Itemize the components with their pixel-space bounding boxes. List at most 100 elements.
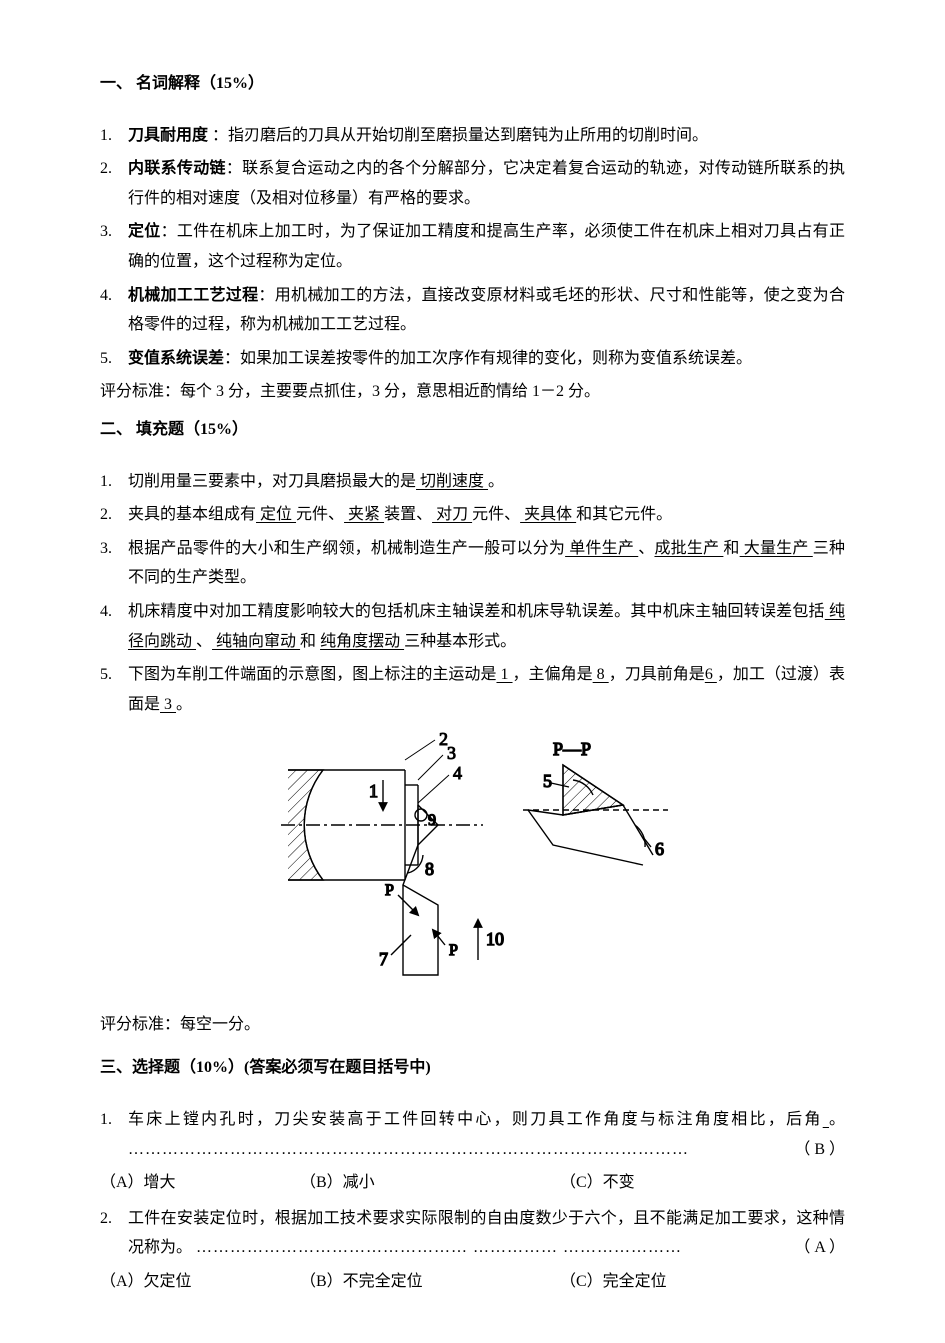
diagram-label-PP: P—P: [553, 739, 591, 759]
s1-item-4: 4. 机械加工工艺过程：用机械加工的方法，直接改变原材料或毛坯的形状、尺寸和性能…: [100, 281, 845, 340]
s1-item-3: 3. 定位：工件在机床上加工时，为了保证加工精度和提高生产率，必须使工件在机床上…: [100, 217, 845, 276]
s2i2p2: 元件、: [296, 506, 344, 523]
s3i2-leader: ………………………………………… …………… …………………: [196, 1239, 682, 1256]
s2-item-2: 2. 夹具的基本组成有 定位 元件、 夹紧 装置、 对刀 元件、 夹具体 和其它…: [100, 500, 845, 530]
s1-body-2: 内联系传动链：联系复合运动之内的各个分解部分，它决定着复合运动的轨迹，对传动链所…: [128, 154, 845, 213]
s1-body-5: 变值系统误差：如果加工误差按零件的加工次序作有规律的变化，则称为变值系统误差。: [128, 344, 845, 374]
s2i5p5: 6: [705, 666, 717, 683]
s1-term-4: 机械加工工艺过程: [128, 287, 258, 304]
s1-sep-1: ：: [208, 127, 228, 144]
s2-item-4: 4. 机床精度中对加工精度影响较大的包括机床主轴误差和机床导轨误差。其中机床主轴…: [100, 597, 845, 656]
s2-item-5: 5. 下图为车削工件端面的示意图，图上标注的主运动是 1 ，主偏角是 8 ，刀具…: [100, 660, 845, 719]
s2i4p4: 和: [300, 633, 320, 650]
s3i2-opt-a: （A）欠定位: [100, 1267, 300, 1297]
s1-num-3: 3.: [100, 217, 128, 247]
s3i2-answer: （ A ）: [794, 1233, 845, 1263]
s2i4p5: 纯角度摆动: [320, 633, 404, 650]
s2i4p6: 三种基本形式。: [404, 633, 516, 650]
s3i1-opt-a: （A）增大: [100, 1168, 300, 1198]
s2-body-3: 根据产品零件的大小和生产纲领，机械制造生产一般可以分为 单件生产 、成批生产 和…: [128, 534, 845, 593]
s2-num-3: 3.: [100, 534, 128, 564]
s3i1-opt-b: （B）减小: [300, 1168, 560, 1198]
s1-def-5: 如果加工误差按零件的加工次序作有规律的变化，则称为变值系统误差。: [240, 350, 752, 367]
s2i3p0: 根据产品零件的大小和生产纲领，机械制造生产一般可以分为: [128, 540, 565, 557]
diagram-label-P-low: P: [385, 882, 394, 899]
s2i3p4: 和: [723, 540, 739, 557]
s3i2-opts: （A）欠定位 （B）不完全定位 （C）完全定位: [100, 1267, 845, 1297]
s1-item-5: 5. 变值系统误差：如果加工误差按零件的加工次序作有规律的变化，则称为变值系统误…: [100, 344, 845, 374]
s1-sep-2: ：: [226, 160, 242, 177]
diagram-label-3: 3: [447, 743, 456, 763]
turning-diagram: 1 2 3 4 8 9 7 P P 10 P—P: [100, 725, 845, 1006]
s2i5p7: 3: [160, 696, 176, 713]
s2i1p2: 。: [488, 473, 504, 490]
s3-body-1: 车床上镗内孔时，刀尖安装高于工件回转中心，则刀具工作角度与标注角度相比，后角 。…: [128, 1105, 845, 1164]
s2i3p1: 单件生产: [565, 540, 638, 557]
s3i2-opt-c: （C）完全定位: [560, 1267, 845, 1297]
diagram-label-6: 6: [655, 839, 664, 859]
s3-item-1: 1. 车床上镗内孔时，刀尖安装高于工件回转中心，则刀具工作角度与标注角度相比，后…: [100, 1105, 845, 1164]
s3-body-2: 工件在安装定位时，根据加工技术要求实际限制的自由度数少于六个，且不能满足加工要求…: [128, 1204, 845, 1263]
s3i1-opts: （A）增大 （B）减小 （C）不变: [100, 1168, 845, 1198]
s2i5p3: 8: [593, 666, 609, 683]
s2i3p2: 、: [638, 540, 654, 557]
diagram-label-P-low2: P: [449, 942, 458, 959]
s2i4p2: 、: [196, 633, 212, 650]
s2i1p1: 切削速度: [416, 473, 488, 490]
diagram-label-4: 4: [453, 763, 462, 783]
s3i1-answer: （ B ）: [794, 1135, 845, 1165]
s1-grading: 评分标准：每个 3 分，主要要点抓住，3 分，意思相近酌情给 1－2 分。: [100, 377, 845, 407]
section1-heading: 一、 名词解释（15%）: [100, 69, 845, 99]
s1-term-1: 刀具耐用度: [128, 127, 208, 144]
s2i4p3: 纯轴向窜动: [212, 633, 300, 650]
s1-num-1: 1.: [100, 121, 128, 151]
s1-sep-4: ：: [258, 287, 274, 304]
s2i1p0: 切削用量三要素中，对刀具磨损最大的是: [128, 473, 416, 490]
s2-body-5: 下图为车削工件端面的示意图，图上标注的主运动是 1 ，主偏角是 8 ，刀具前角是…: [128, 660, 845, 719]
s2-grading: 评分标准：每空一分。: [100, 1010, 845, 1040]
s2-num-4: 4.: [100, 597, 128, 627]
s2i2p7: 夹具体: [520, 506, 576, 523]
s1-body-3: 定位：工件在机床上加工时，为了保证加工精度和提高生产率，必须使工件在机床上相对刀…: [128, 217, 845, 276]
s2i3p5: 大量生产: [740, 540, 813, 557]
s2-num-2: 2.: [100, 500, 128, 530]
s1-item-2: 2. 内联系传动链：联系复合运动之内的各个分解部分，它决定着复合运动的轨迹，对传…: [100, 154, 845, 213]
s1-body-1: 刀具耐用度 ：指刃磨后的刀具从开始切削至磨损量达到磨钝为止所用的切削时间。: [128, 121, 845, 151]
s3i1-leader: ………………………………………………………………………………………: [128, 1141, 689, 1158]
s2-item-3: 3. 根据产品零件的大小和生产纲领，机械制造生产一般可以分为 单件生产 、成批生…: [100, 534, 845, 593]
s1-sep-3: ：: [161, 223, 177, 240]
s1-item-1: 1. 刀具耐用度 ：指刃磨后的刀具从开始切削至磨损量达到磨钝为止所用的切削时间。: [100, 121, 845, 151]
s1-num-4: 4.: [100, 281, 128, 311]
diagram-label-8: 8: [425, 859, 434, 879]
diagram-label-10: 10: [486, 929, 504, 949]
s3i1-stem-pre: 车床上镗内孔时，刀尖安装高于工件回转中心，则刀具工作角度与标注角度相比，后角: [128, 1111, 823, 1128]
section3-heading: 三、选择题（10%）(答案必须写在题目括号中): [100, 1053, 845, 1083]
section2-heading: 二、 填充题（15%）: [100, 415, 845, 445]
s1-term-2: 内联系传动链: [128, 160, 226, 177]
s1-def-1: 指刃磨后的刀具从开始切削至磨损量达到磨钝为止所用的切削时间。: [228, 127, 708, 144]
s3i1-opt-c: （C）不变: [560, 1168, 845, 1198]
s1-sep-5: ：: [224, 350, 240, 367]
s1-term-3: 定位: [128, 223, 161, 240]
s2i5p0: 下图为车削工件端面的示意图，图上标注的主运动是: [128, 666, 496, 683]
diagram-label-5: 5: [543, 771, 552, 791]
s2i2p5: 对刀: [432, 506, 472, 523]
s2i2p6: 元件、: [472, 506, 520, 523]
s3-num-2: 2.: [100, 1204, 128, 1234]
s2-body-4: 机床精度中对加工精度影响较大的包括机床主轴误差和机床导轨误差。其中机床主轴回转误…: [128, 597, 845, 656]
s2-body-2: 夹具的基本组成有 定位 元件、 夹紧 装置、 对刀 元件、 夹具体 和其它元件。: [128, 500, 845, 530]
s2i2p3: 夹紧: [344, 506, 384, 523]
s3i1-stem-post: 。: [829, 1111, 845, 1128]
s2-num-5: 5.: [100, 660, 128, 690]
diagram-label-7: 7: [379, 949, 388, 969]
s1-num-5: 5.: [100, 344, 128, 374]
s1-def-3: 工件在机床上加工时，为了保证加工精度和提高生产率，必须使工件在机床上相对刀具占有…: [128, 223, 845, 270]
s3-item-2: 2. 工件在安装定位时，根据加工技术要求实际限制的自由度数少于六个，且不能满足加…: [100, 1204, 845, 1263]
s2i4p0: 机床精度中对加工精度影响较大的包括机床主轴误差和机床导轨误差。其中机床主轴回转误…: [128, 603, 825, 620]
s1-num-2: 2.: [100, 154, 128, 184]
turning-diagram-svg: 1 2 3 4 8 9 7 P P 10 P—P: [273, 725, 673, 995]
diagram-label-1: 1: [369, 781, 378, 801]
diagram-label-9: 9: [428, 812, 436, 829]
s2-item-1: 1. 切削用量三要素中，对刀具磨损最大的是 切削速度 。: [100, 467, 845, 497]
s2i3p3: 成批生产: [654, 540, 723, 557]
